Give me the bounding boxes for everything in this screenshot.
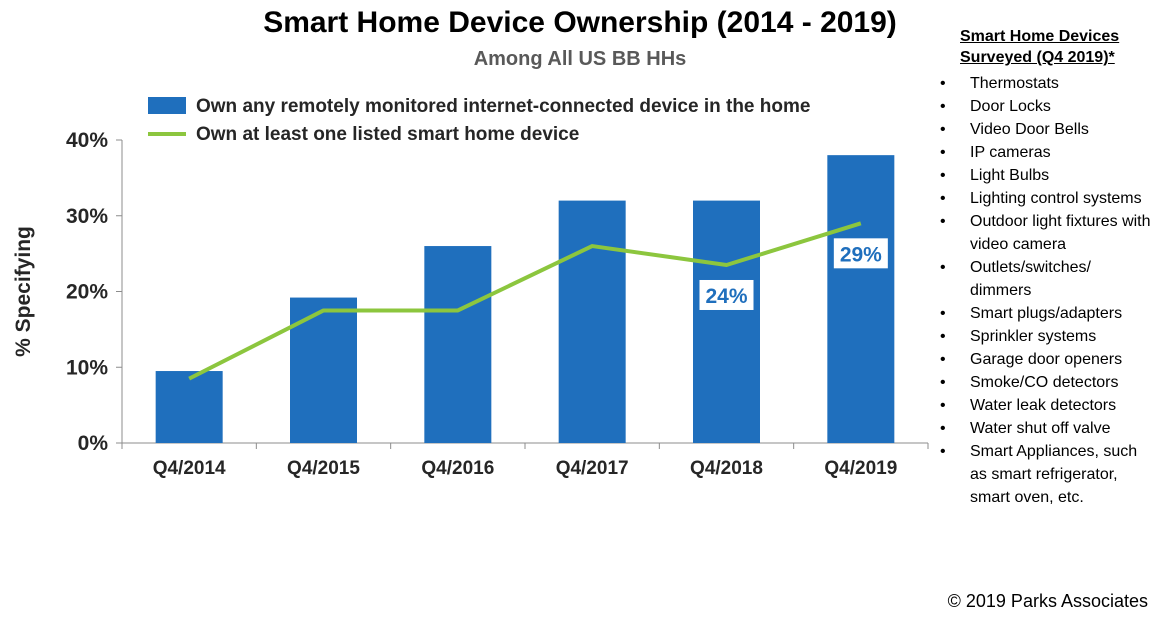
device-list-item: Thermostats <box>936 72 1156 95</box>
device-list-item: Smoke/CO detectors <box>936 371 1156 394</box>
bar <box>827 155 895 443</box>
data-label-box <box>699 279 754 310</box>
y-tick-label: 30% <box>66 205 108 228</box>
y-axis-label: % Specifying <box>12 226 35 357</box>
device-list-item: Smart Appliances, such as smart refriger… <box>936 440 1156 509</box>
bar <box>424 246 492 443</box>
bar <box>155 371 223 443</box>
device-list-item: Video Door Bells <box>936 118 1156 141</box>
legend-label-line: Own at least one listed smart home devic… <box>196 124 579 145</box>
x-tick-label: Q4/2017 <box>556 458 629 479</box>
chart-title: Smart Home Device Ownership (2014 - 2019… <box>263 6 897 39</box>
device-list-item: Outlets/switches/ dimmers <box>936 256 1156 302</box>
copyright-notice: © 2019 Parks Associates <box>947 591 1148 611</box>
bar <box>558 200 626 443</box>
x-tick-label: Q4/2018 <box>690 458 763 479</box>
device-list-panel: Smart Home Devices Surveyed (Q4 2019)* T… <box>936 26 1156 509</box>
device-list-item: Lighting control systems <box>936 187 1156 210</box>
device-list-item: Outdoor light fixtures with video camera <box>936 210 1156 256</box>
y-tick-label: 10% <box>66 356 108 379</box>
x-tick-label: Q4/2014 <box>153 458 226 479</box>
x-tick-label: Q4/2015 <box>287 458 360 479</box>
device-list-item: Smart plugs/adapters <box>936 302 1156 325</box>
x-tick-label: Q4/2019 <box>824 458 897 479</box>
data-label: 24% <box>705 285 747 308</box>
x-tick-label: Q4/2016 <box>421 458 494 479</box>
device-list-item: Water leak detectors <box>936 394 1156 417</box>
y-tick-label: 0% <box>78 432 109 455</box>
device-list-title: Smart Home Devices Surveyed (Q4 2019)* <box>960 28 1120 66</box>
device-list-item: Garage door openers <box>936 348 1156 371</box>
y-tick-label: 40% <box>66 129 108 152</box>
data-label: 29% <box>840 243 882 266</box>
bar <box>290 297 357 443</box>
device-list-item: Sprinkler systems <box>936 325 1156 348</box>
device-list: ThermostatsDoor LocksVideo Door BellsIP … <box>936 72 1156 509</box>
device-list-item: Door Locks <box>936 95 1156 118</box>
data-label-box <box>833 238 888 269</box>
legend-label-bar: Own any remotely monitored internet-conn… <box>196 96 810 117</box>
line-series <box>188 221 862 381</box>
chart-subtitle: Among All US BB HHs <box>473 48 687 70</box>
y-tick-label: 20% <box>66 281 108 304</box>
bar <box>693 200 760 443</box>
device-list-item: Water shut off valve <box>936 417 1156 440</box>
legend-swatch-bar <box>148 97 186 114</box>
device-list-item: IP cameras <box>936 141 1156 164</box>
device-list-item: Light Bulbs <box>936 164 1156 187</box>
chart-svg: Own any remotely monitored internet-conn… <box>12 96 929 479</box>
